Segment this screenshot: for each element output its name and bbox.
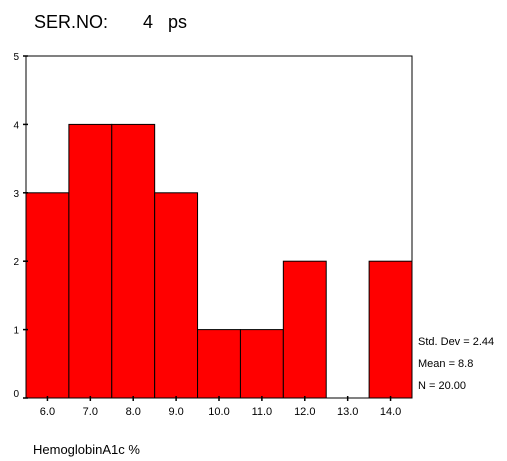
y-tick-label: 2 <box>13 257 19 268</box>
y-tick-label: 1 <box>13 326 19 337</box>
y-tick-label: 5 <box>13 52 19 63</box>
histogram-bar-6.0 <box>25 192 70 399</box>
y-tick-label: 0 <box>13 389 19 400</box>
x-tick-label: 9.0 <box>168 406 183 418</box>
y-tick-label: 4 <box>13 120 19 131</box>
histogram-bar-12.0 <box>282 260 327 399</box>
histogram-bar-9.0 <box>154 192 199 399</box>
x-axis-label: HemoglobinA1c % <box>33 442 140 457</box>
histogram-bar-10.0 <box>197 329 241 399</box>
chart-title: SER.NO: 4 ps <box>34 12 188 32</box>
x-tick-label: 8.0 <box>126 406 141 418</box>
x-tick-label: 7.0 <box>83 406 98 418</box>
x-tick-label: 10.0 <box>208 406 229 418</box>
stats-label: Std. Dev = 2.44 <box>418 336 494 348</box>
x-tick-label: 6.0 <box>40 406 55 418</box>
x-tick-label: 13.0 <box>337 406 358 418</box>
stats-label: Mean = 8.8 <box>418 358 473 370</box>
x-tick-label: 12.0 <box>294 406 315 418</box>
histogram-bar-14.0 <box>368 260 413 399</box>
histogram-bar-7.0 <box>68 123 113 399</box>
histogram-bar-8.0 <box>111 123 156 399</box>
stats-label: N = 20.00 <box>418 380 466 392</box>
x-tick-label: 14.0 <box>380 406 401 418</box>
histogram-bar-11.0 <box>239 329 284 399</box>
y-tick-label: 3 <box>13 189 19 200</box>
x-tick-label: 11.0 <box>252 406 273 418</box>
